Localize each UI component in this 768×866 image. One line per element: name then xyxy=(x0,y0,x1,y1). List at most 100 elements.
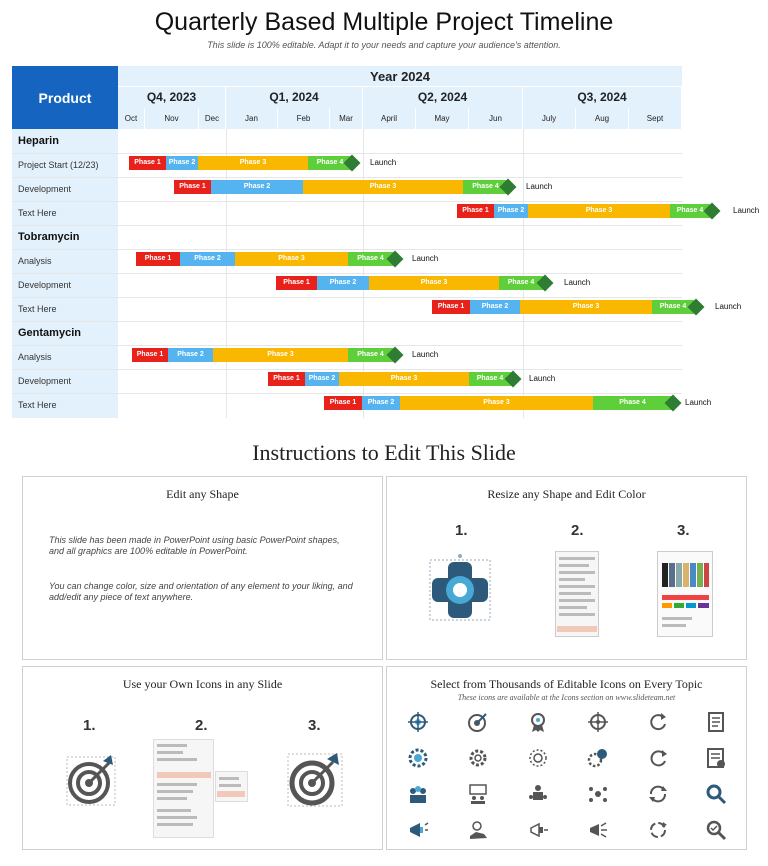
phase-3-bar[interactable]: Phase 3 xyxy=(198,156,308,170)
row-divider xyxy=(12,297,682,298)
phase-4-bar[interactable]: Phase 4 xyxy=(308,156,352,170)
announcement-icon[interactable] xyxy=(527,819,549,841)
cog-cluster-icon[interactable] xyxy=(527,747,549,769)
quarter-cell: Q2, 2024 xyxy=(363,87,523,108)
step-number: 3. xyxy=(677,522,690,539)
phase-4-bar[interactable]: Phase 4 xyxy=(348,252,393,266)
team-board-icon[interactable] xyxy=(467,783,489,805)
phase-3-bar[interactable]: Phase 3 xyxy=(520,300,652,314)
gear-target-icon[interactable] xyxy=(407,747,429,769)
group-menu-icon xyxy=(153,739,248,838)
row-label: Text Here xyxy=(18,208,57,218)
phase-3-bar[interactable]: Phase 3 xyxy=(235,252,348,266)
launch-label: Launch xyxy=(685,398,712,407)
phase-2-bar[interactable]: Phase 2 xyxy=(317,276,369,290)
row-divider xyxy=(12,225,682,226)
month-cell: Oct xyxy=(118,108,145,129)
phase-1-bar[interactable]: Phase 1 xyxy=(132,348,168,362)
crosshair-target-icon[interactable] xyxy=(407,711,429,733)
month-cell: Dec xyxy=(199,108,226,129)
panel-own-icons: Use your Own Icons in any Slide 1. 2. 3. xyxy=(22,666,383,850)
launch-label: Launch xyxy=(412,254,439,263)
phase-1-bar[interactable]: Phase 1 xyxy=(136,252,180,266)
phase-1-bar[interactable]: Phase 1 xyxy=(174,180,211,194)
phase-4-bar[interactable]: Phase 4 xyxy=(499,276,543,290)
phase-2-bar[interactable]: Phase 2 xyxy=(168,348,213,362)
row-label: Text Here xyxy=(18,304,57,314)
gear-icon[interactable] xyxy=(467,747,489,769)
phase-1-bar[interactable]: Phase 1 xyxy=(432,300,470,314)
phase-3-bar[interactable]: Phase 3 xyxy=(213,348,348,362)
month-row: Oct Nov Dec Jan Feb Mar April May Jun Ju… xyxy=(118,108,682,129)
phase-4-bar[interactable]: Phase 4 xyxy=(652,300,694,314)
phase-2-bar[interactable]: Phase 2 xyxy=(494,204,528,218)
crosshair-icon[interactable] xyxy=(587,711,609,733)
step-number: 3. xyxy=(308,717,321,734)
gears-icon[interactable] xyxy=(587,747,609,769)
loudspeaker-icon[interactable] xyxy=(587,819,609,841)
sync-icon[interactable] xyxy=(647,819,669,841)
row-divider xyxy=(12,153,682,154)
network-people-icon[interactable] xyxy=(587,783,609,805)
phase-4-bar[interactable]: Phase 4 xyxy=(670,204,710,218)
panel-subtitle: These icons are available at the Icons s… xyxy=(457,693,676,702)
month-cell: July xyxy=(523,108,576,129)
award-ribbon-icon[interactable] xyxy=(527,711,549,733)
launch-label: Launch xyxy=(733,206,760,215)
phase-2-bar[interactable]: Phase 2 xyxy=(470,300,520,314)
panel-title: Resize any Shape and Edit Color xyxy=(487,487,646,501)
megaphone-icon[interactable] xyxy=(407,819,429,841)
phase-1-bar[interactable]: Phase 1 xyxy=(457,204,494,218)
phase-4-bar[interactable]: Phase 4 xyxy=(463,180,508,194)
reload-icon[interactable] xyxy=(647,747,669,769)
dartboard-icon[interactable] xyxy=(467,711,489,733)
slide-subtitle: This slide is 100% editable. Adapt it to… xyxy=(207,40,561,50)
checklist-icon[interactable] xyxy=(705,747,727,769)
month-cell: Nov xyxy=(145,108,199,129)
row-label: Text Here xyxy=(18,400,57,410)
cycle-arrows-icon[interactable] xyxy=(647,783,669,805)
refresh-arrow-icon[interactable] xyxy=(647,711,669,733)
color-palette-icon xyxy=(657,551,713,637)
phase-1-bar[interactable]: Phase 1 xyxy=(268,372,305,386)
phase-3-bar[interactable]: Phase 3 xyxy=(339,372,469,386)
phase-4-bar[interactable]: Phase 4 xyxy=(348,348,393,362)
phase-4-bar[interactable]: Phase 4 xyxy=(469,372,511,386)
group-label-heparin: Heparin xyxy=(18,135,59,147)
phase-2-bar[interactable]: Phase 2 xyxy=(180,252,235,266)
phase-1-bar[interactable]: Phase 1 xyxy=(324,396,362,410)
launch-label: Launch xyxy=(564,278,591,287)
row-divider xyxy=(12,177,682,178)
group-label-gentamycin: Gentamycin xyxy=(18,327,81,339)
phase-3-bar[interactable]: Phase 3 xyxy=(528,204,670,218)
context-menu-icon xyxy=(555,551,599,637)
magnifier-icon[interactable] xyxy=(705,783,727,805)
phase-3-bar[interactable]: Phase 3 xyxy=(303,180,463,194)
phase-3-bar[interactable]: Phase 3 xyxy=(369,276,499,290)
team-icon[interactable] xyxy=(407,783,429,805)
phase-2-bar[interactable]: Phase 2 xyxy=(362,396,400,410)
month-cell: Sept xyxy=(629,108,682,129)
phase-2-bar[interactable]: Phase 2 xyxy=(211,180,303,194)
search-check-icon[interactable] xyxy=(705,819,727,841)
phase-1-bar[interactable]: Phase 1 xyxy=(129,156,166,170)
phase-2-bar[interactable]: Phase 2 xyxy=(166,156,198,170)
row-divider xyxy=(12,369,682,370)
phase-4-bar[interactable]: Phase 4 xyxy=(593,396,672,410)
launch-label: Launch xyxy=(526,182,553,191)
month-cell: April xyxy=(363,108,416,129)
phase-2-bar[interactable]: Phase 2 xyxy=(305,372,339,386)
year-header: Year 2024 xyxy=(118,66,682,87)
phase-3-bar[interactable]: Phase 3 xyxy=(400,396,593,410)
panel-resize: Resize any Shape and Edit Color 1. 2. 3. xyxy=(386,476,747,660)
month-cell: Feb xyxy=(278,108,330,129)
hand-gear-icon[interactable] xyxy=(467,819,489,841)
target-icon xyxy=(66,755,116,806)
phase-1-bar[interactable]: Phase 1 xyxy=(276,276,317,290)
group-meeting-icon[interactable] xyxy=(527,783,549,805)
row-divider xyxy=(12,393,682,394)
target-icon xyxy=(287,753,343,807)
panel-edit-shape: Edit any Shape This slide has been made … xyxy=(22,476,383,660)
row-label: Development xyxy=(18,280,72,290)
document-list-icon[interactable] xyxy=(705,711,727,733)
